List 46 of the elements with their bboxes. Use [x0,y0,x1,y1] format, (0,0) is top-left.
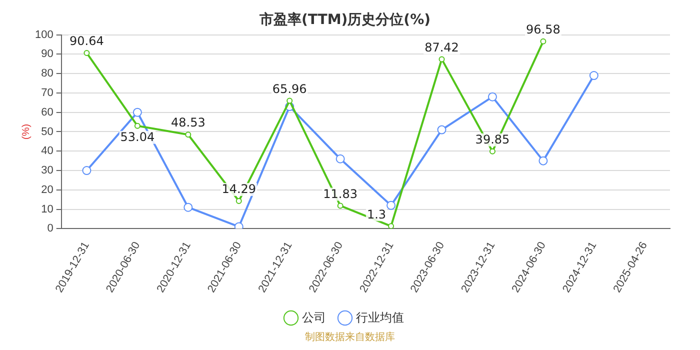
data-label: 11.83 [323,186,358,201]
data-label: 87.42 [424,40,459,54]
data-label: 96.58 [526,22,560,37]
y-tick-label: 60 [41,106,54,118]
y-axis-title: (%) [20,124,32,140]
point [184,202,193,212]
data-label: 1.3 [366,207,386,222]
point [185,132,192,138]
point [336,154,345,164]
point [488,92,497,102]
point [386,200,396,210]
point [388,223,394,229]
data-label: 14.29 [222,182,256,196]
point [589,71,598,80]
y-tick-label: 10 [41,203,54,216]
point [337,202,344,209]
point [132,108,142,117]
text: 制图数据来自数据库 [304,330,396,344]
y-tick-label: 90 [41,48,54,60]
y-tick-label: 20 [41,184,54,196]
point [286,98,293,104]
point [540,38,546,44]
y-tick-label: 80 [41,68,54,80]
point [234,222,244,229]
data-label: 53.04 [120,130,155,144]
point [538,156,548,166]
point [236,198,242,204]
point [437,125,446,134]
point [489,148,496,154]
data-label: 39.85 [475,132,510,147]
y-tick-label: 30 [41,164,54,177]
chart-title: 市盈率(TTM)历史分位(%) [258,11,430,28]
point [134,122,140,129]
y-tick-label: 70 [41,86,54,99]
y-tick-label: 50 [41,126,54,138]
y-tick-label: 100 [34,28,54,41]
point [438,56,445,62]
point [84,50,90,56]
data-label: 48.53 [170,116,206,130]
data-label: 90.64 [70,34,104,48]
point [82,166,92,176]
y-tick-label: 0 [47,222,54,235]
y-tick-label: 40 [41,145,54,158]
legend-label: 公司 [302,310,326,324]
legend-label: 行业均值 [356,310,404,324]
data-label: 65.96 [272,82,307,96]
